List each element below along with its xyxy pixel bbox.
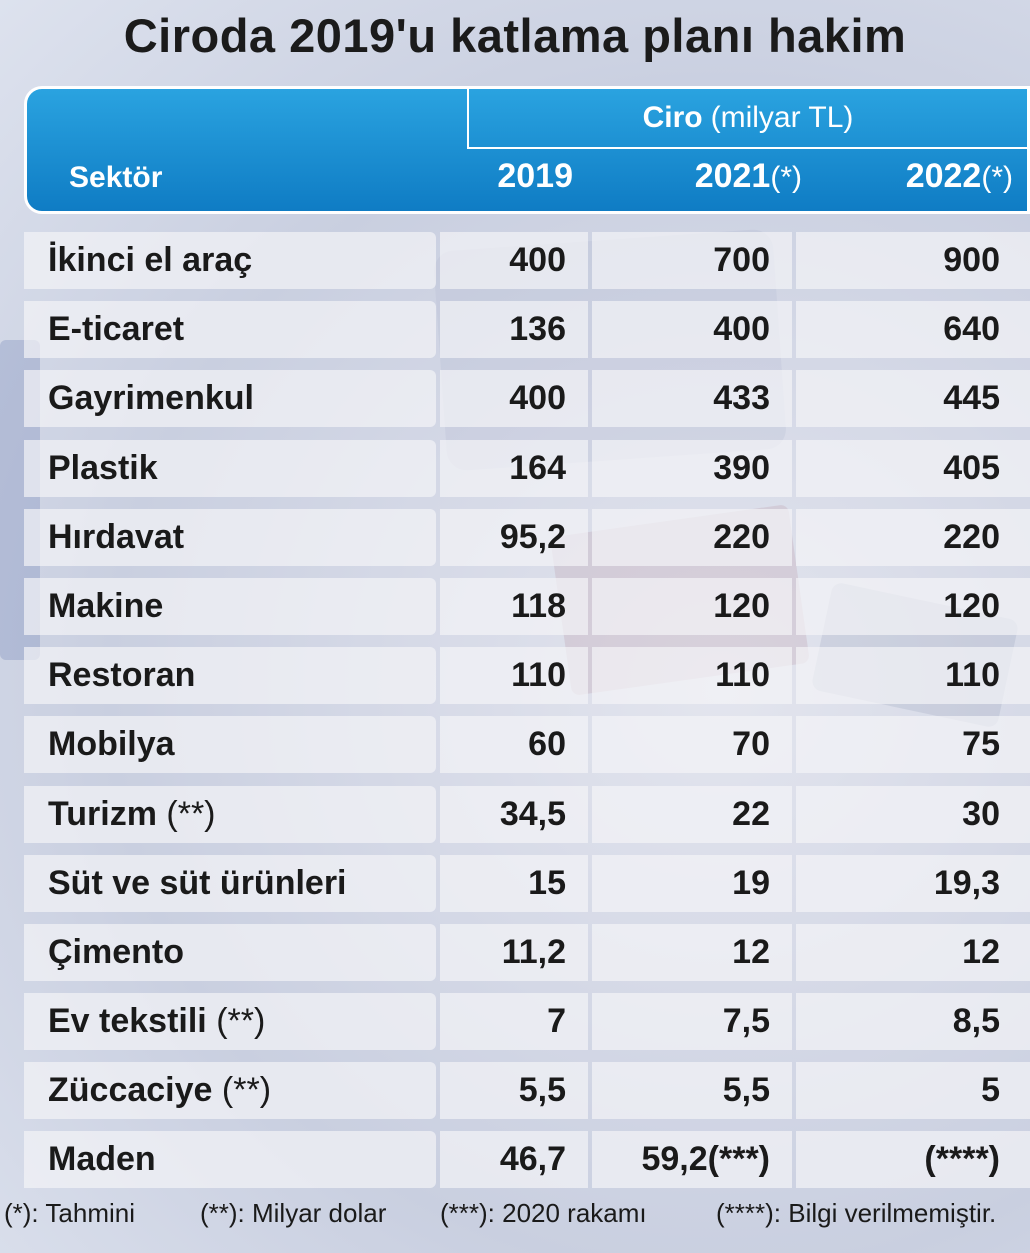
sector-name-cell: Maden	[24, 1131, 436, 1189]
year-header-2022: 2022(*)	[905, 157, 1013, 195]
sector-name-cell: Makine	[24, 577, 436, 635]
value-cell-2019: 7	[440, 993, 588, 1051]
value-cell-2022: 220	[796, 508, 1030, 566]
footnote: (***): 2020 rakamı	[440, 1198, 647, 1228]
value-cell-2021: 700	[592, 232, 792, 289]
value-cell-2019: 400	[440, 370, 588, 428]
value-cell-2022: 110	[796, 647, 1030, 705]
table-row: Gayrimenkul 400 433 445	[24, 364, 1030, 433]
value-cell-2021: 5,5	[592, 1062, 792, 1120]
sector-name-cell: Restoran	[24, 647, 436, 705]
value-cell-2021: 110	[592, 647, 792, 705]
value-cell-2019: 11,2	[440, 923, 588, 981]
value-cell-2021: 400	[592, 301, 792, 359]
sector-name-cell: Gayrimenkul	[24, 370, 436, 428]
value-cell-2019: 34,5	[440, 785, 588, 843]
table-row: Züccaciye (**) 5,5 5,5 5	[24, 1056, 1030, 1125]
value-cell-2022: (****)	[796, 1131, 1030, 1189]
table-row: Plastik 164 390 405	[24, 434, 1030, 503]
value-cell-2022: 405	[796, 439, 1030, 497]
sector-name-cell: Çimento	[24, 923, 436, 981]
table-row: E-ticaret 136 400 640	[24, 295, 1030, 364]
value-cell-2021: 7,5	[592, 993, 792, 1051]
value-cell-2021: 390	[592, 439, 792, 497]
table-row: Çimento 11,2 12 12	[24, 918, 1030, 987]
table-row: Mobilya 60 70 75	[24, 710, 1030, 779]
value-cell-2022: 75	[796, 716, 1030, 774]
value-cell-2019: 400	[440, 232, 588, 289]
value-cell-2019: 118	[440, 577, 588, 635]
table-row: Ev tekstili (**) 7 7,5 8,5	[24, 987, 1030, 1056]
value-cell-2021: 19	[592, 854, 792, 912]
value-cell-2019: 60	[440, 716, 588, 774]
group-label-bold: Ciro	[642, 101, 703, 134]
year-header-2019: 2019	[497, 157, 573, 195]
table-row: Makine 118 120 120	[24, 572, 1030, 641]
value-cell-2019: 5,5	[440, 1062, 588, 1120]
sector-name-cell: İkinci el araç	[24, 232, 436, 289]
column-group-header: Ciro (milyar TL)	[467, 89, 1027, 149]
footnote: (**): Milyar dolar	[200, 1198, 387, 1228]
group-label-unit: (milyar TL)	[710, 101, 854, 134]
value-cell-2022: 30	[796, 785, 1030, 843]
value-cell-2019: 95,2	[440, 508, 588, 566]
value-cell-2021: 220	[592, 508, 792, 566]
value-cell-2021: 433	[592, 370, 792, 428]
value-cell-2021: 59,2(***)	[592, 1131, 792, 1189]
sector-name-cell: Hırdavat	[24, 508, 436, 566]
table-row: Turizm (**) 34,5 22 30	[24, 780, 1030, 849]
table-row: Maden 46,7 59,2(***) (****)	[24, 1125, 1030, 1194]
value-cell-2022: 5	[796, 1062, 1030, 1120]
value-cell-2022: 900	[796, 232, 1030, 289]
value-cell-2019: 15	[440, 854, 588, 912]
table-header: Ciro (milyar TL) Sektör 2019 2021(*) 202…	[24, 86, 1030, 214]
value-cell-2022: 8,5	[796, 993, 1030, 1051]
value-cell-2022: 12	[796, 923, 1030, 981]
sector-name-cell: E-ticaret	[24, 301, 436, 359]
year-header-2021: 2021(*)	[694, 157, 802, 195]
value-cell-2019: 110	[440, 647, 588, 705]
value-cell-2022: 445	[796, 370, 1030, 428]
table-row: Hırdavat 95,2 220 220	[24, 503, 1030, 572]
sector-name-cell: Züccaciye (**)	[24, 1062, 436, 1120]
value-cell-2022: 19,3	[796, 854, 1030, 912]
value-cell-2022: 640	[796, 301, 1030, 359]
page-title: Ciroda 2019'u katlama planı hakim	[123, 9, 907, 62]
table-row: Süt ve süt ürünleri 15 19 19,3	[24, 849, 1030, 918]
sector-name-cell: Ev tekstili (**)	[24, 993, 436, 1051]
value-cell-2021: 12	[592, 923, 792, 981]
value-cell-2022: 120	[796, 577, 1030, 635]
value-cell-2021: 70	[592, 716, 792, 774]
value-cell-2019: 46,7	[440, 1131, 588, 1189]
table-row: Restoran 110 110 110	[24, 641, 1030, 710]
footnote: (****): Bilgi verilmemiştir.	[716, 1198, 997, 1228]
footnote: (*): Tahmini	[4, 1198, 136, 1228]
value-cell-2021: 22	[592, 785, 792, 843]
value-cell-2019: 136	[440, 301, 588, 359]
value-cell-2021: 120	[592, 577, 792, 635]
footnotes: (*): Tahmini (**): Milyar dolar (***): 2…	[0, 1192, 1030, 1232]
sector-name-cell: Mobilya	[24, 716, 436, 774]
sector-name-cell: Plastik	[24, 439, 436, 497]
table-row: İkinci el araç 400 700 900	[24, 226, 1030, 295]
sector-name-cell: Süt ve süt ürünleri	[24, 854, 436, 912]
sector-column-header: Sektör	[69, 161, 163, 194]
sector-name-cell: Turizm (**)	[24, 785, 436, 843]
value-cell-2019: 164	[440, 439, 588, 497]
table-body: İkinci el araç 400 700 900 E-ticaret 136 400 64…	[24, 226, 1030, 1195]
